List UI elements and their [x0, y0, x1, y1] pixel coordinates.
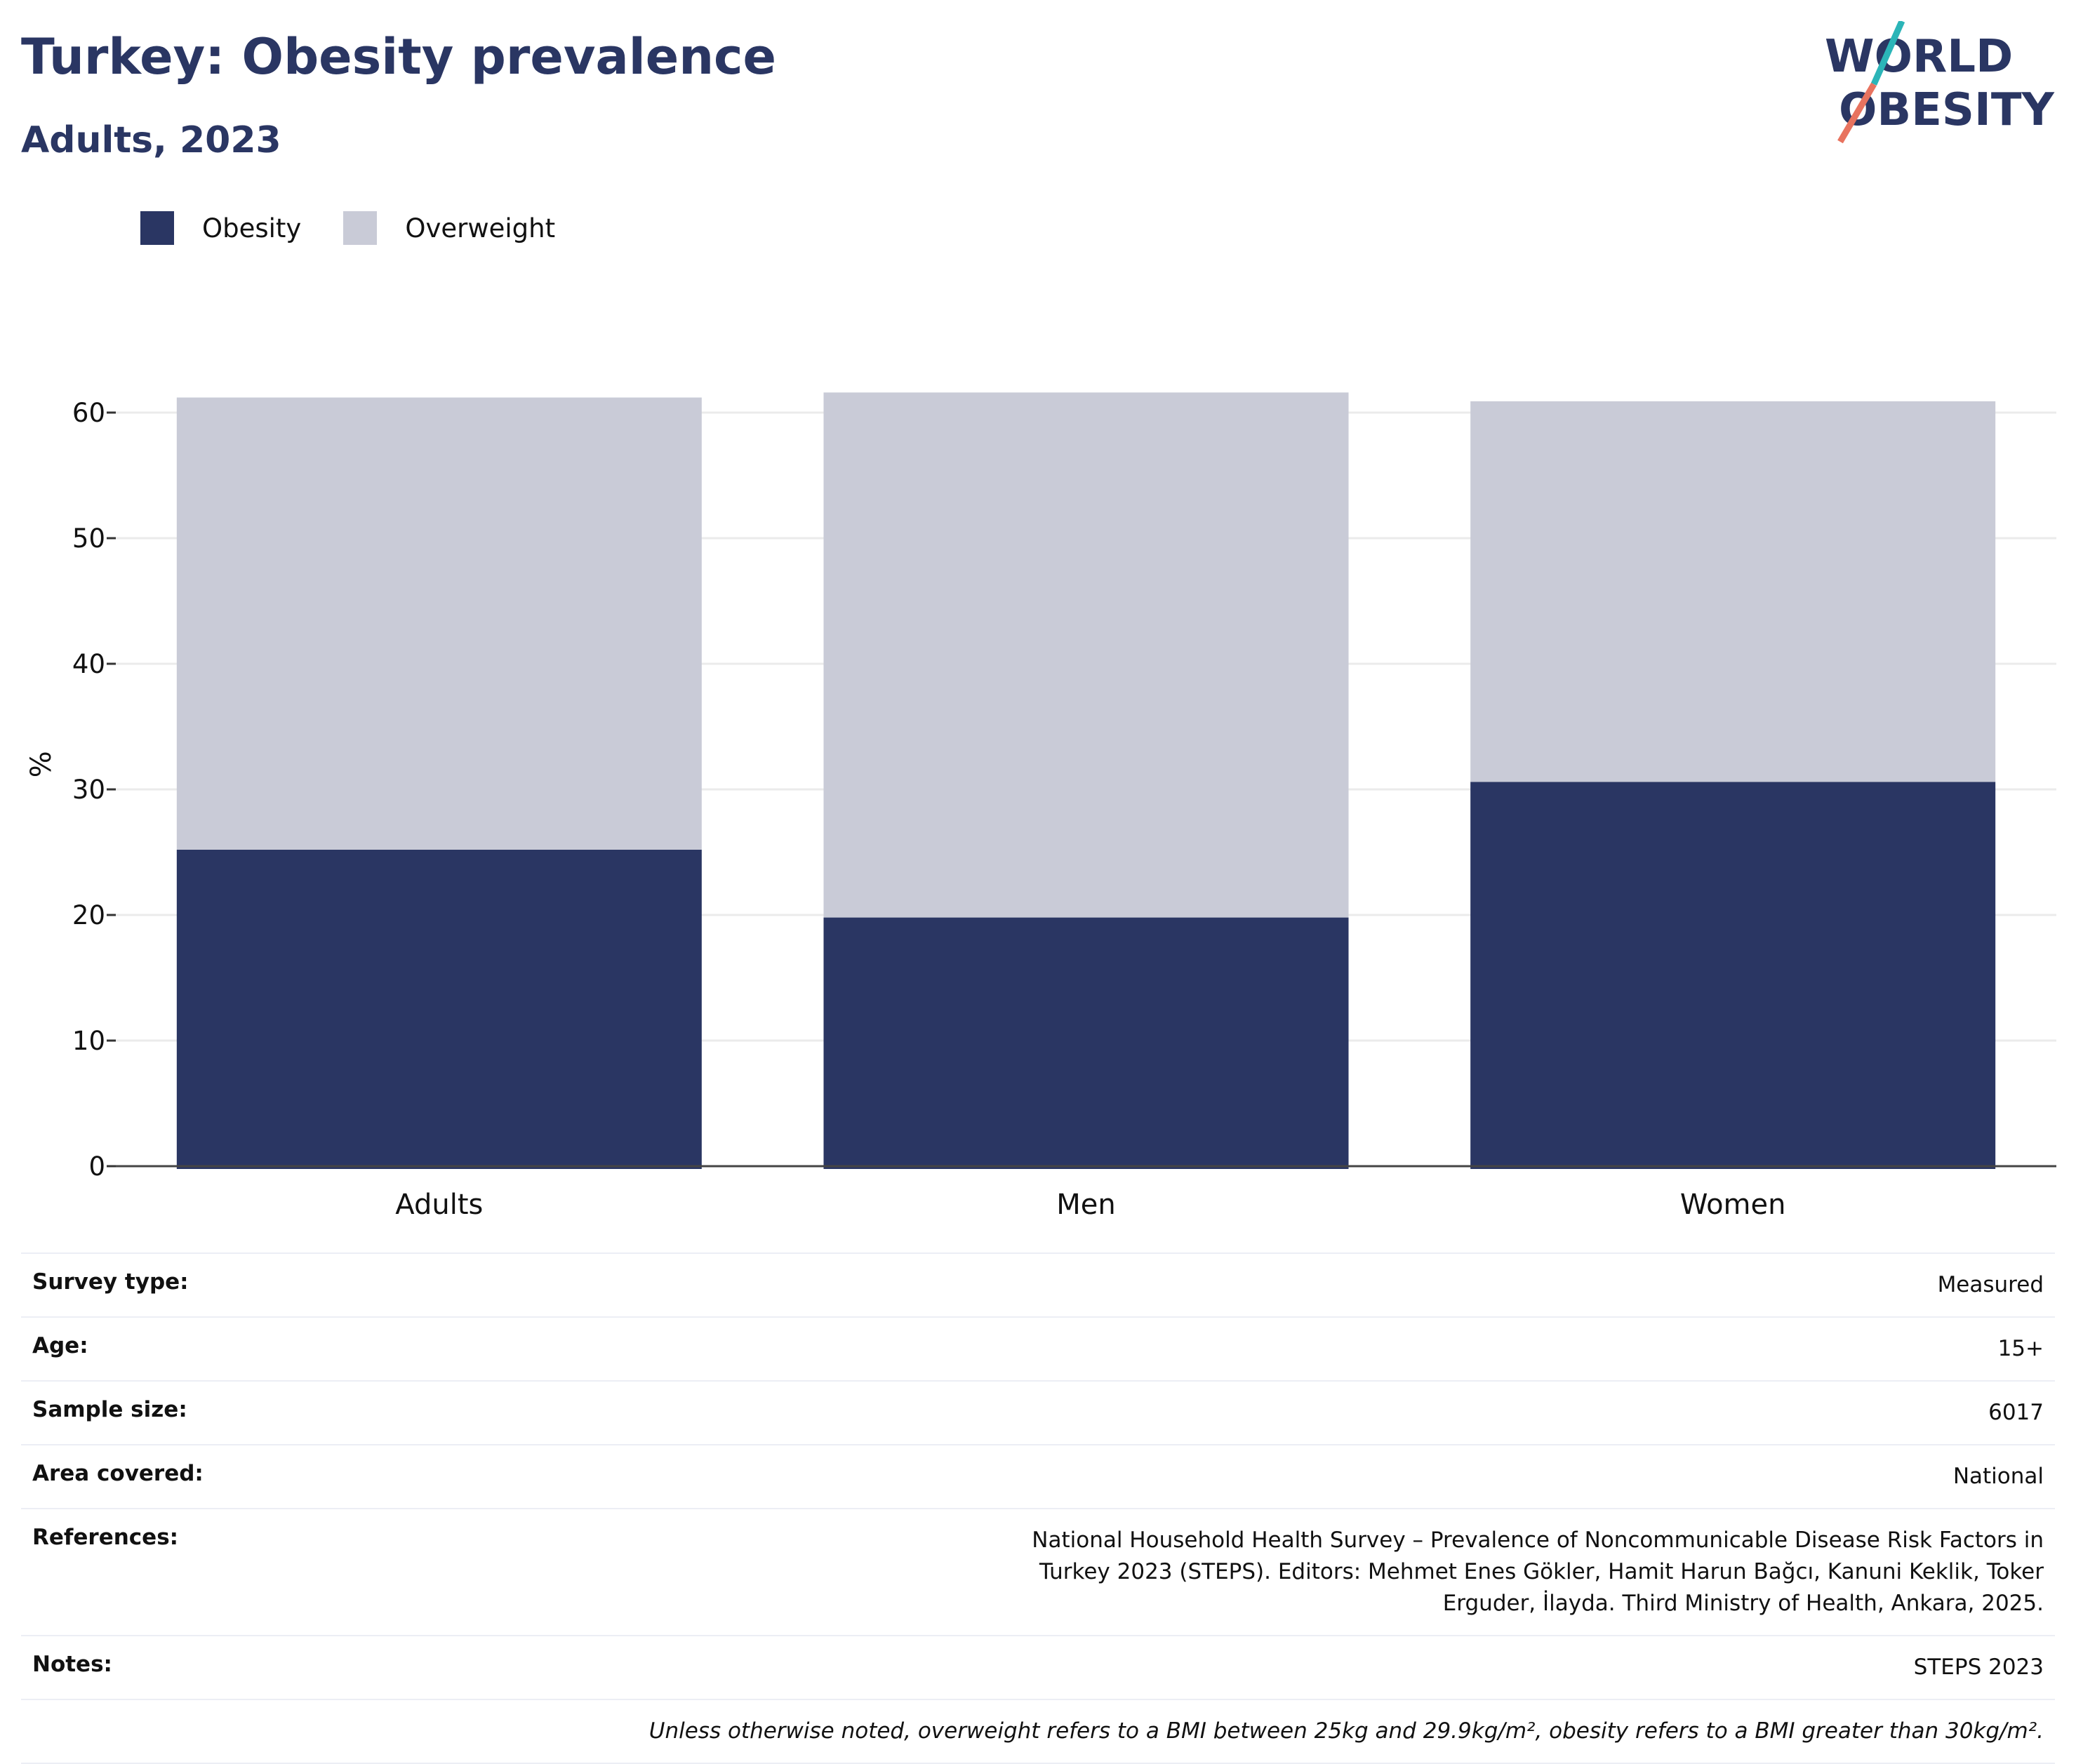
row-key-area-covered: Area covered:	[21, 1444, 465, 1509]
row-key-notes: Notes:	[21, 1635, 465, 1699]
legend-label-overweight: Overweight	[405, 213, 556, 243]
table-row: References: National Household Health Su…	[21, 1508, 2055, 1636]
page-title: Turkey: Obesity prevalence	[21, 28, 777, 86]
logo-line-1: WORLD	[1825, 31, 2013, 83]
page-subtitle: Adults, 2023	[21, 119, 281, 161]
legend-item-obesity[interactable]: Obesity	[140, 211, 301, 245]
table-row: Age: 15+	[21, 1316, 2055, 1381]
bar-obesity-men[interactable]	[823, 917, 1349, 1169]
row-value-age: 15+	[465, 1316, 2055, 1381]
row-value-area-covered: National	[465, 1444, 2055, 1509]
legend-item-overweight[interactable]: Overweight	[343, 211, 555, 245]
bar-overweight-men[interactable]	[823, 392, 1349, 918]
row-value-notes: STEPS 2023	[465, 1635, 2055, 1699]
table-row: Area covered: National	[21, 1444, 2055, 1509]
row-value-references: National Household Health Survey – Preva…	[465, 1508, 2055, 1636]
chart-legend: Obesity Overweight	[140, 207, 597, 249]
bmi-footnote: Unless otherwise noted, overweight refer…	[21, 1699, 2055, 1764]
bar-obesity-women[interactable]	[1470, 782, 1996, 1169]
legend-swatch-obesity	[140, 211, 174, 245]
row-value-sample-size: 6017	[465, 1380, 2055, 1445]
logo-teal-slash	[1870, 21, 1905, 86]
table-row: Sample size: 6017	[21, 1380, 2055, 1445]
logo-line-2: OBESITY	[1839, 84, 2054, 136]
y-tick-label: 0	[88, 1151, 105, 1182]
y-tick-label: 50	[72, 523, 105, 554]
survey-info-table: Survey type: Measured Age: 15+ Sample si…	[21, 1252, 2055, 1764]
bars	[176, 392, 1996, 1169]
row-key-age: Age:	[21, 1316, 465, 1381]
y-tick-label: 40	[72, 649, 105, 679]
axes: 0 10 20 30 40 50 60 Adults Men Women%	[25, 398, 2056, 1221]
y-tick-label: 20	[72, 900, 105, 930]
x-tick-label: Men	[1056, 1189, 1115, 1221]
y-tick-label: 30	[72, 775, 105, 805]
row-key-sample-size: Sample size:	[21, 1380, 465, 1445]
table-row: Unless otherwise noted, overweight refer…	[21, 1699, 2055, 1764]
x-tick-label: Adults	[395, 1189, 483, 1221]
stacked-bar-chart: 0 10 20 30 40 50 60 Adults Men Women%	[25, 392, 2056, 1221]
logo-coral-slash	[1837, 82, 1877, 144]
bar-overweight-adults[interactable]	[176, 397, 702, 850]
legend-swatch-overweight	[343, 211, 378, 245]
row-key-references: References:	[21, 1508, 465, 1636]
bar-obesity-adults[interactable]	[176, 849, 702, 1169]
world-obesity-logo: WORLD OBESITY	[1825, 21, 2054, 144]
row-key-survey-type: Survey type:	[21, 1252, 465, 1317]
x-tick-label: Women	[1680, 1189, 1786, 1221]
row-value-survey-type: Measured	[465, 1252, 2055, 1317]
y-tick-label: 60	[72, 398, 105, 428]
legend-label-obesity: Obesity	[202, 213, 302, 243]
y-axis-label: %	[25, 751, 58, 777]
y-tick-label: 10	[72, 1026, 105, 1056]
bar-overweight-women[interactable]	[1470, 401, 1996, 782]
table-row: Survey type: Measured	[21, 1252, 2055, 1317]
table-row: Notes: STEPS 2023	[21, 1635, 2055, 1699]
